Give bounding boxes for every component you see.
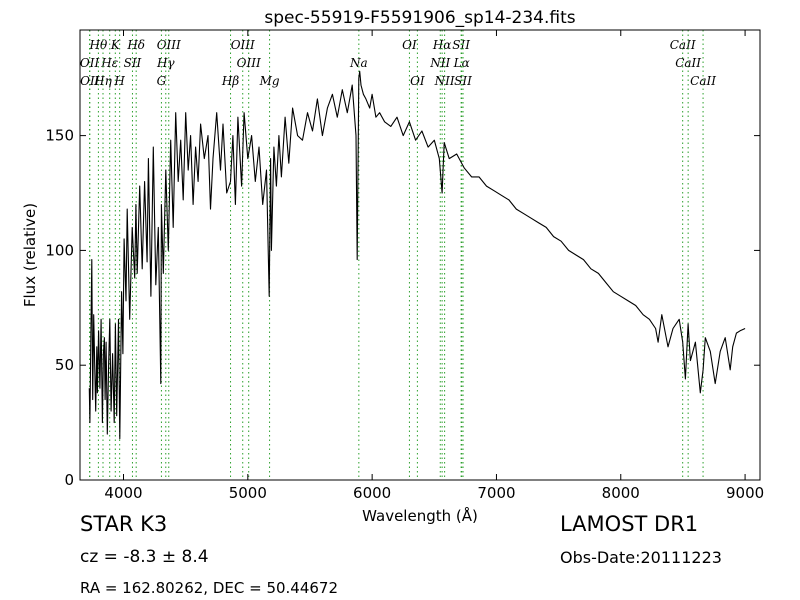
- axis-ticks-layer: 4000 5000 6000 7000 8000 9000 0 50 100 150: [45, 30, 764, 502]
- line-label-22: Hβ: [221, 74, 239, 88]
- y-tick-label: 150: [45, 127, 74, 145]
- line-label-27: CaII: [690, 74, 716, 88]
- line-label-24: OI: [410, 74, 425, 88]
- line-label-0: Hθ: [89, 38, 108, 52]
- x-tick-label: 9000: [726, 484, 764, 502]
- spectrum-layer: [88, 70, 746, 440]
- object-class: STAR K3: [80, 512, 168, 536]
- y-tick-label: 0: [64, 471, 74, 489]
- line-label-10: Hε: [100, 56, 118, 70]
- line-label-21: G: [157, 74, 167, 88]
- line-label-20: H: [113, 74, 125, 88]
- line-label-13: OIII: [237, 56, 261, 70]
- line-label-8: CaII: [670, 38, 696, 52]
- plot-frame: [79, 29, 761, 481]
- line-label-26: SII: [454, 74, 472, 88]
- line-label-12: Hγ: [156, 56, 175, 70]
- chart-title: spec-55919-F5591906_sp14-234.fits: [264, 8, 575, 28]
- line-label-15: NII: [429, 56, 450, 70]
- x-axis-label: Wavelength (Å): [362, 506, 478, 525]
- coordinates: RA = 162.80262, DEC = 50.44672: [80, 579, 339, 597]
- line-label-2: Hδ: [126, 38, 145, 52]
- line-label-4: OIII: [231, 38, 255, 52]
- line-label-19: Hη: [93, 74, 112, 88]
- line-label-23: Mg: [259, 74, 280, 88]
- obs-date: Obs-Date:20111223: [560, 548, 722, 567]
- line-label-25: NII: [434, 74, 455, 88]
- line-label-5: OI: [402, 38, 417, 52]
- x-tick-label: 7000: [477, 484, 515, 502]
- x-tick-label: 8000: [602, 484, 640, 502]
- line-label-14: Na: [349, 56, 368, 70]
- redshift-value: cz = -8.3 ± 8.4: [80, 547, 209, 567]
- line-label-18: OII: [80, 74, 100, 88]
- y-tick-label: 100: [45, 241, 74, 259]
- x-tick-label: 6000: [353, 484, 391, 502]
- x-tick-label: 4000: [104, 484, 142, 502]
- spectrum-line: [88, 70, 746, 440]
- y-axis-label: Flux (relative): [21, 203, 39, 307]
- y-tick-label: 50: [55, 356, 74, 374]
- line-label-11: SII: [124, 56, 142, 70]
- x-tick-label: 5000: [229, 484, 267, 502]
- line-label-6: Hα: [432, 38, 452, 52]
- line-label-16: Lα: [453, 56, 470, 70]
- line-label-17: CaII: [675, 56, 701, 70]
- survey-name: LAMOST DR1: [560, 512, 699, 536]
- line-label-3: OIII: [157, 38, 181, 52]
- line-label-1: K: [110, 38, 121, 52]
